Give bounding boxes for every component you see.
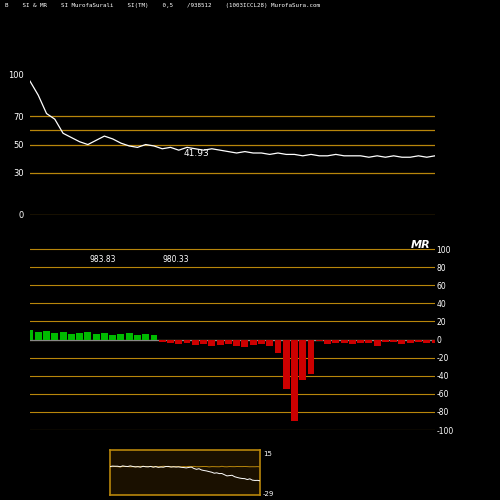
Bar <box>68 334 75 340</box>
Text: 983.83: 983.83 <box>90 256 116 264</box>
Text: 41.93: 41.93 <box>184 148 210 158</box>
Bar <box>283 340 290 390</box>
Bar <box>407 340 414 344</box>
Text: 980.33: 980.33 <box>162 256 189 264</box>
Bar <box>109 335 116 340</box>
Bar <box>60 332 66 340</box>
Bar <box>382 340 389 342</box>
Bar <box>118 334 124 340</box>
Bar <box>200 340 207 344</box>
Bar <box>142 334 149 340</box>
Bar <box>332 340 340 343</box>
Bar <box>258 340 265 344</box>
Bar <box>233 340 240 346</box>
Bar <box>316 340 322 341</box>
Bar <box>250 340 256 345</box>
Bar <box>266 340 273 346</box>
Bar <box>300 340 306 380</box>
Bar <box>366 340 372 343</box>
Bar <box>374 340 380 345</box>
Bar <box>176 340 182 344</box>
Bar <box>184 340 190 343</box>
Bar <box>101 333 108 340</box>
Bar <box>126 333 132 340</box>
Bar <box>274 340 281 353</box>
Bar <box>225 340 232 344</box>
Bar <box>415 340 422 342</box>
Bar <box>242 340 248 347</box>
Bar <box>349 340 356 344</box>
Bar <box>308 340 314 374</box>
Bar <box>390 340 397 342</box>
Bar <box>159 340 166 342</box>
Text: 15: 15 <box>263 452 272 458</box>
Bar <box>43 332 50 340</box>
Bar <box>432 340 438 344</box>
Bar <box>92 334 100 340</box>
Bar <box>76 333 83 340</box>
Text: -29: -29 <box>263 491 274 497</box>
Bar <box>340 340 347 342</box>
Bar <box>134 335 141 340</box>
Bar <box>398 340 406 344</box>
Bar <box>26 330 34 340</box>
Bar <box>208 340 216 346</box>
Bar <box>324 340 331 344</box>
Bar <box>291 340 298 421</box>
Bar <box>192 340 198 345</box>
Bar <box>216 340 224 345</box>
Bar <box>35 332 42 340</box>
Text: B    SI & MR    SI MurofaSurali    SI(TM)    0,5    /938512    (1003ICCL28) Muro: B SI & MR SI MurofaSurali SI(TM) 0,5 /93… <box>5 4 320 8</box>
Bar <box>357 340 364 343</box>
Bar <box>52 333 58 340</box>
Bar <box>150 335 158 340</box>
Bar <box>424 340 430 344</box>
Bar <box>84 332 91 340</box>
Bar <box>167 340 174 343</box>
Text: MR: MR <box>411 240 431 250</box>
